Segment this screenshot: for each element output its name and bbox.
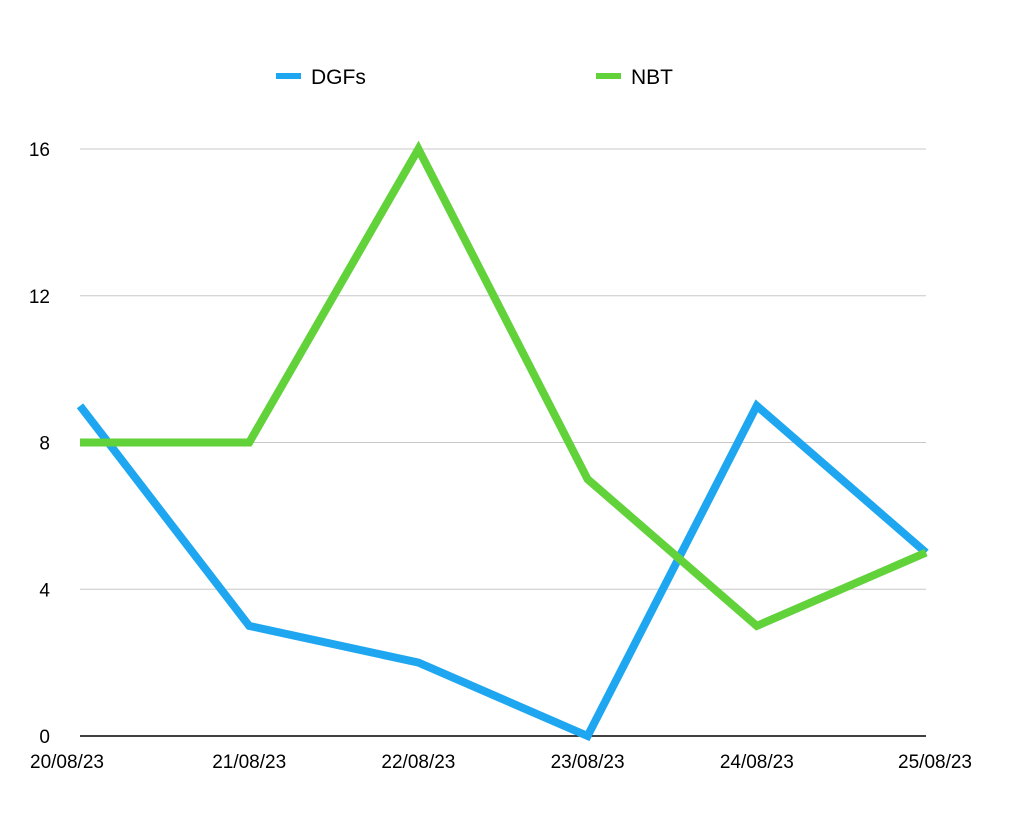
y-axis-ticks: 0 4 8 12 16: [29, 140, 51, 748]
x-tick-label: 20/08/23: [30, 752, 104, 773]
legend-label: NBT: [631, 66, 673, 89]
y-tick-label: 8: [39, 434, 50, 455]
x-axis-ticks: 20/08/23 21/08/23 22/08/23 23/08/23 24/08/23…: [30, 752, 972, 773]
series-lines: [76, 140, 929, 742]
x-tick-label: 22/08/23: [381, 752, 455, 773]
series-line-nbt: [80, 140, 928, 631]
legend-label: DGFs: [311, 66, 366, 89]
series-line-dgfs: [76, 399, 929, 742]
y-tick-label: 12: [29, 287, 50, 308]
gridlines: [80, 148, 926, 590]
y-tick-label: 4: [39, 580, 50, 601]
x-tick-label: 25/08/23: [898, 752, 972, 773]
y-tick-label: 0: [39, 727, 50, 748]
x-tick-label: 21/08/23: [212, 752, 286, 773]
x-tick-label: 23/08/23: [551, 752, 625, 773]
x-tick-label: 24/08/23: [720, 752, 794, 773]
legend: DGFs NBT: [276, 66, 673, 89]
y-tick-label: 16: [29, 140, 50, 161]
